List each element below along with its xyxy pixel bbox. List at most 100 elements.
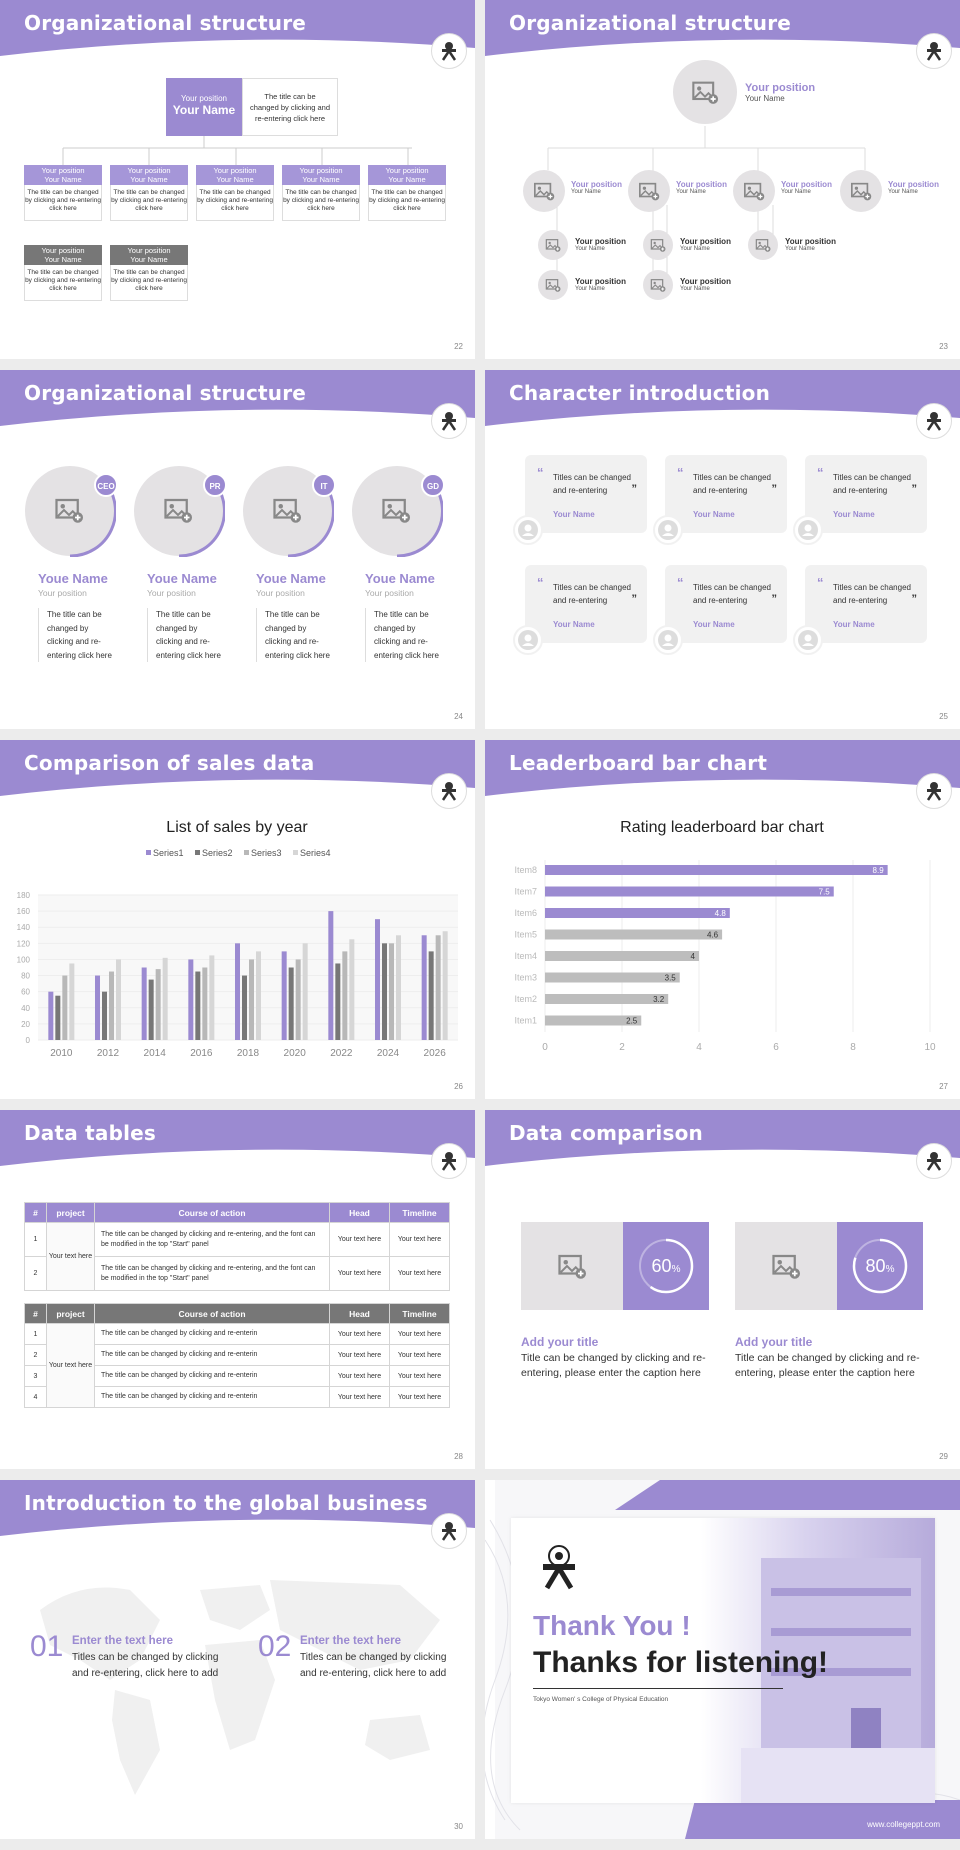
course-cell: The title can be changed by clicking and… (94, 1323, 330, 1345)
quote-card: “ Titles can be changed and re-entering” Y… (525, 565, 647, 643)
org-position-box: Your position Your Name (24, 165, 102, 185)
table-row: 4 The title can be changed by clicking an… (24, 1386, 450, 1408)
bar-Series2-2010 (55, 995, 61, 1040)
percent-value: 80 (865, 1256, 886, 1276)
row-number: 2 (24, 1344, 47, 1366)
course-cell: The title can be changed by clicking and… (94, 1386, 330, 1408)
image-placeholder-icon (55, 498, 83, 523)
bar-Series1-2022 (328, 911, 334, 1040)
close-quote-icon: ” (911, 483, 918, 495)
avatar-icon (513, 625, 543, 655)
image-placeholder-icon (744, 182, 765, 201)
item-desc: Titles can be changed by clicking and re… (72, 1652, 219, 1679)
person-desc: The title can be changed by clicking and… (38, 608, 114, 662)
legend-label: Series3 (251, 848, 282, 858)
legend-label: Series4 (300, 848, 331, 858)
website-url[interactable]: www.collegeppt.com (867, 1820, 940, 1829)
page-number: 28 (454, 1452, 463, 1461)
name-text: Your Name (888, 189, 918, 195)
bar-Series2-2016 (195, 971, 201, 1040)
slide-title: Organizational structure (509, 11, 792, 35)
x-tick-label: 4 (696, 1042, 702, 1053)
head-cell: Your text here (329, 1256, 390, 1291)
page-number: 25 (939, 712, 948, 721)
slide-header (485, 740, 960, 802)
quote-card: “ Titles can be changed and re-entering” Y… (805, 455, 927, 533)
bar-Series1-2020 (281, 951, 287, 1040)
image-placeholder-icon (558, 1254, 586, 1279)
bar-Item1 (545, 1015, 642, 1026)
head-cell: Your text here (329, 1365, 390, 1387)
slide-title: Organizational structure (24, 11, 307, 35)
column-header: Course of action (94, 1303, 330, 1324)
row-number: 3 (24, 1365, 47, 1387)
y-tick-label: 80 (21, 972, 30, 981)
org-top-circle (673, 60, 737, 124)
person-name: Youe Name (365, 571, 435, 586)
slide-29: Data comparison 60% Add your title Title c… (485, 1110, 960, 1469)
slide-title: Leaderboard bar chart (509, 751, 768, 775)
x-tick-label: 0 (542, 1042, 548, 1053)
org-position-desc: The title can be changed by clicking and… (110, 265, 188, 301)
percent-panel: 60% (623, 1222, 709, 1310)
data-label: 3.2 (653, 995, 665, 1004)
slide-header (485, 1110, 960, 1172)
top-position: Your position (181, 94, 227, 103)
college-logo-icon (916, 1143, 952, 1179)
org-connector-lines (62, 136, 412, 165)
y-tick-label: Item1 (514, 1016, 537, 1026)
item-number: 01 (30, 1630, 64, 1663)
name-label: Your Name (388, 175, 426, 184)
mid-position-label: Your position Your Name (676, 180, 727, 195)
open-quote-icon: “ (817, 575, 824, 590)
org-sub-circle (643, 270, 673, 300)
position-text: Your position (680, 277, 731, 286)
bar-Series3-2026 (435, 935, 441, 1040)
percent-label: 60% (623, 1256, 709, 1277)
person-circle (133, 465, 225, 557)
sub-position-label: Your position Your Name (575, 237, 626, 252)
timeline-cell: Your text here (389, 1365, 450, 1387)
bar-Item3 (545, 972, 680, 983)
org-sub-circle (538, 270, 568, 300)
org-position-desc: The title can be changed by clicking and… (196, 185, 274, 221)
y-tick-label: Item7 (514, 887, 537, 897)
head-cell: Your text here (329, 1386, 390, 1408)
sub-position-label: Your position Your Name (680, 277, 731, 292)
college-logo-icon (916, 773, 952, 809)
bar-Series3-2010 (62, 975, 68, 1040)
org-position-box: Your position Your Name (368, 165, 446, 185)
x-tick-label: 2 (619, 1042, 625, 1053)
close-quote-icon: ” (911, 593, 918, 605)
college-logo-icon (431, 773, 467, 809)
quote-author: Your Name (693, 620, 735, 629)
world-map-icon (40, 1580, 440, 1795)
name-label: Your Name (302, 175, 340, 184)
y-tick-label: 40 (21, 1004, 30, 1013)
bar-Series1-2024 (375, 919, 380, 1040)
bar-Series1-2010 (48, 991, 54, 1040)
bar-Series1-2018 (235, 943, 240, 1040)
table-row: 1 Your text here The title can be changed … (24, 1222, 450, 1291)
y-tick-label: 100 (17, 955, 31, 964)
bar-Series4-2024 (396, 935, 401, 1040)
slide-header (0, 370, 475, 432)
bar-Series4-2012 (116, 959, 121, 1040)
bar-Series1-2014 (141, 967, 147, 1040)
org-mid-circle (628, 170, 670, 212)
quote-text: Titles can be changed and re-entering (553, 583, 631, 605)
person-name: Youe Name (256, 571, 326, 586)
y-tick-label: 60 (21, 988, 30, 997)
close-quote-icon: ” (631, 483, 638, 495)
close-quote-icon: ” (771, 483, 778, 495)
y-tick-label: 180 (17, 891, 31, 900)
name-text: Your Name (575, 246, 605, 252)
contour-background (485, 1480, 960, 1839)
name-text: Your Name (575, 286, 605, 292)
bar-Series3-2014 (155, 969, 161, 1040)
course-cell: The title can be changed by clicking and… (94, 1256, 330, 1291)
page-number: 29 (939, 1452, 948, 1461)
legend-swatch (146, 850, 151, 855)
college-logo-icon (431, 403, 467, 439)
table-row: 3 The title can be changed by clicking an… (24, 1365, 450, 1387)
